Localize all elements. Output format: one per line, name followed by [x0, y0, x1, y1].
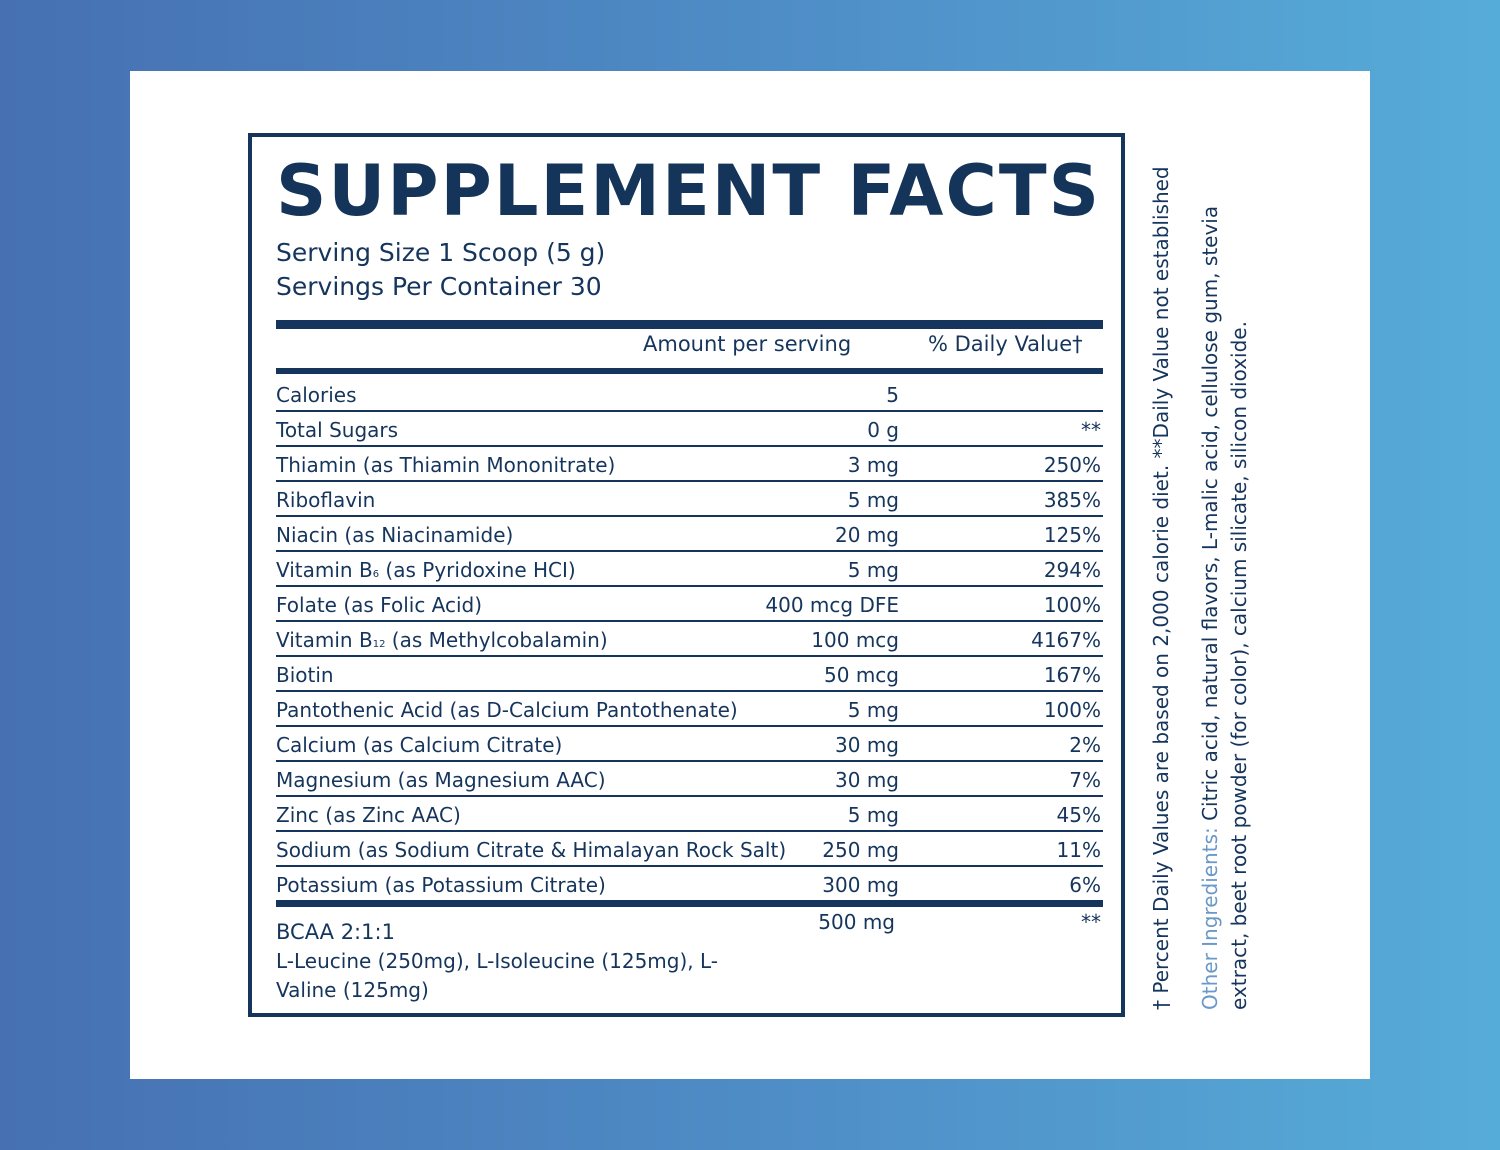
nutrient-name: Sodium (as Sodium Citrate & Himalayan Ro… — [276, 838, 787, 862]
table-row: Sodium (as Sodium Citrate & Himalayan Ro… — [276, 832, 1103, 867]
table-row: Potassium (as Potassium Citrate) 300 mg … — [276, 867, 1103, 900]
nutrient-amount: 5 mg — [847, 698, 899, 722]
table-row: Vitamin B6 (as Pyridoxine HCI) 5 mg 294% — [276, 552, 1103, 587]
nutrient-daily-value: 100% — [1043, 698, 1101, 722]
thick-divider-top — [276, 320, 1103, 329]
nutrient-amount: 30 mg — [835, 733, 899, 757]
table-row: Pantothenic Acid (as D-Calcium Pantothen… — [276, 692, 1103, 727]
nutrient-amount: 30 mg — [835, 768, 899, 792]
table-row: Biotin 50 mcg 167% — [276, 657, 1103, 692]
nutrient-name: Calcium (as Calcium Citrate) — [276, 733, 563, 757]
nutrient-name: Thiamin (as Thiamin Mononitrate) — [276, 453, 616, 477]
bcaa-daily-value: ** — [1081, 910, 1101, 934]
nutrient-name-prefix: Vitamin B — [276, 558, 373, 582]
nutrient-table: Calories 5 Total Sugars 0 g ** Thiamin (… — [276, 377, 1103, 900]
supplement-facts-panel: SUPPLEMENT FACTS Serving Size 1 Scoop (5… — [248, 133, 1125, 1017]
table-row: Magnesium (as Magnesium AAC) 30 mg 7% — [276, 762, 1103, 797]
nutrient-amount: 5 — [886, 383, 899, 407]
nutrient-name: Calories — [276, 383, 357, 407]
table-row: Zinc (as Zinc AAC) 5 mg 45% — [276, 797, 1103, 832]
table-row: Thiamin (as Thiamin Mononitrate) 3 mg 25… — [276, 447, 1103, 482]
nutrient-daily-value: 45% — [1056, 803, 1101, 827]
table-row: Calories 5 — [276, 377, 1103, 412]
table-row: Niacin (as Niacinamide) 20 mg 125% — [276, 517, 1103, 552]
other-ingredients: Other Ingredients: Citric acid, natural … — [1196, 140, 1254, 1010]
nutrient-name: Biotin — [276, 663, 334, 687]
nutrient-daily-value: 167% — [1043, 663, 1101, 687]
nutrient-amount: 250 mg — [822, 838, 899, 862]
nutrient-amount: 3 mg — [847, 453, 899, 477]
nutrient-daily-value: 4167% — [1031, 628, 1101, 652]
nutrient-name: Magnesium (as Magnesium AAC) — [276, 768, 606, 792]
serving-size: Serving Size 1 Scoop (5 g) — [276, 238, 606, 267]
table-row: Vitamin B12 (as Methylcobalamin) 100 mcg… — [276, 622, 1103, 657]
nutrient-amount: 5 mg — [847, 558, 899, 582]
nutrient-amount: 20 mg — [835, 523, 899, 547]
nutrient-amount: 50 mcg — [824, 663, 899, 687]
nutrient-name: Pantothenic Acid (as D-Calcium Pantothen… — [276, 698, 738, 722]
nutrient-daily-value: 11% — [1056, 838, 1101, 862]
nutrient-amount: 5 mg — [847, 803, 899, 827]
nutrient-name: Folate (as Folic Acid) — [276, 593, 483, 617]
nutrient-daily-value: 2% — [1069, 733, 1101, 757]
nutrient-name-subscript: 12 — [372, 639, 386, 650]
label-card — [130, 71, 1370, 1079]
column-header-daily-value: % Daily Value† — [928, 332, 1083, 356]
nutrient-amount: 5 mg — [847, 488, 899, 512]
nutrient-name-suffix: (as Pyridoxine HCI) — [379, 558, 576, 582]
title-word-supplement: SUPPLEMENT — [276, 150, 823, 232]
nutrient-amount: 300 mg — [822, 873, 899, 897]
nutrient-name: Potassium (as Potassium Citrate) — [276, 873, 606, 897]
nutrient-name: Niacin (as Niacinamide) — [276, 523, 514, 547]
nutrient-name: Zinc (as Zinc AAC) — [276, 803, 461, 827]
table-row: Riboflavin 5 mg 385% — [276, 482, 1103, 517]
title-word-facts: FACTS — [847, 150, 1101, 232]
nutrient-name-suffix: (as Methylcobalamin) — [385, 628, 608, 652]
table-row: Total Sugars 0 g ** — [276, 412, 1103, 447]
nutrient-name: Total Sugars — [276, 418, 399, 442]
daily-value-footnote: † Percent Daily Values are based on 2,00… — [1149, 166, 1173, 1010]
nutrient-daily-value: ** — [1081, 418, 1101, 442]
bcaa-description: L-Leucine (250mg), L-Isoleucine (125mg),… — [276, 949, 719, 1002]
nutrient-name: Vitamin B12 (as Methylcobalamin) — [276, 622, 608, 663]
nutrient-daily-value: 100% — [1043, 593, 1101, 617]
thick-divider-bottom — [276, 900, 1103, 907]
nutrient-name: Vitamin B6 (as Pyridoxine HCI) — [276, 552, 576, 593]
nutrient-daily-value: 125% — [1043, 523, 1101, 547]
nutrient-daily-value: 7% — [1069, 768, 1101, 792]
servings-per-container: Servings Per Container 30 — [276, 272, 602, 301]
nutrient-daily-value: 385% — [1043, 488, 1101, 512]
bcaa-amount: 500 mg — [818, 910, 895, 934]
nutrient-amount: 100 mcg — [811, 628, 899, 652]
nutrient-name: Riboflavin — [276, 488, 376, 512]
nutrient-name-prefix: Vitamin B — [276, 628, 373, 652]
bcaa-name: BCAA 2:1:1 — [276, 920, 395, 944]
nutrient-name-subscript: 6 — [372, 569, 380, 580]
thick-divider-header — [276, 368, 1103, 374]
nutrient-daily-value: 250% — [1043, 453, 1101, 477]
panel-title: SUPPLEMENT FACTS — [276, 153, 1101, 229]
nutrient-daily-value: 294% — [1043, 558, 1101, 582]
other-ingredients-label: Other Ingredients: — [1198, 827, 1222, 1010]
table-row: Calcium (as Calcium Citrate) 30 mg 2% — [276, 727, 1103, 762]
nutrient-amount: 0 g — [867, 418, 899, 442]
nutrient-daily-value: 6% — [1069, 873, 1101, 897]
table-row: Folate (as Folic Acid) 400 mcg DFE 100% — [276, 587, 1103, 622]
column-header-amount: Amount per serving — [643, 332, 852, 356]
nutrient-amount: 400 mcg DFE — [765, 593, 899, 617]
